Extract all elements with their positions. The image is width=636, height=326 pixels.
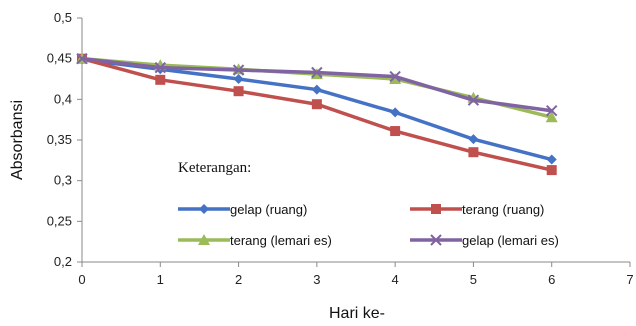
y-tick-label: 0,3 [54, 173, 72, 188]
data-point [233, 86, 244, 97]
y-axis-ticks: 0,2 0,25 0,3 0,35 0,4 0,45 0,5 [47, 10, 82, 269]
legend-label: gelap (lemari es) [462, 233, 559, 248]
axes [81, 18, 630, 263]
legend-marker [430, 234, 442, 246]
y-tick-label: 0,4 [54, 91, 72, 106]
x-tick-label: 5 [470, 272, 477, 287]
x-axis-label: Hari ke- [329, 305, 385, 322]
x-tick-label: 7 [626, 272, 633, 287]
series-layer [76, 52, 558, 176]
y-tick-label: 0,35 [47, 132, 72, 147]
data-point [390, 107, 401, 118]
x-tick-label: 4 [392, 272, 399, 287]
y-tick-label: 0,5 [54, 10, 72, 25]
x-tick-label: 0 [78, 272, 85, 287]
legend-label: terang (ruang) [462, 202, 544, 217]
legend: Keterangan: gelap (ruang) terang (ruang) t… [178, 160, 559, 248]
x-tick-label: 6 [548, 272, 555, 287]
data-point [311, 66, 323, 79]
legend-item: terang (ruang) [410, 202, 544, 217]
y-tick-label: 0,45 [47, 51, 72, 66]
y-tick-label: 0,25 [47, 213, 72, 228]
data-point [468, 147, 479, 158]
data-point [155, 74, 166, 85]
legend-title: Keterangan: [178, 160, 251, 176]
legend-item: gelap (ruang) [178, 202, 307, 217]
data-point [154, 61, 166, 74]
y-tick-label: 0,2 [54, 254, 72, 269]
data-point [389, 73, 402, 84]
data-point [233, 74, 244, 84]
data-point [311, 84, 322, 95]
data-point [546, 165, 557, 176]
legend-item: terang (lemari es) [178, 233, 332, 248]
data-point [390, 126, 401, 137]
y-axis-label: Absorbansi [9, 100, 26, 180]
data-point [389, 70, 401, 83]
x-tick-label: 3 [313, 272, 320, 287]
legend-marker [198, 234, 210, 245]
legend-item: gelap (lemari es) [410, 233, 559, 248]
data-point [467, 94, 480, 106]
series-4 [76, 52, 558, 117]
legend-marker [431, 204, 441, 214]
legend-label: gelap (ruang) [230, 202, 307, 217]
legend-label: terang (lemari es) [230, 233, 332, 248]
x-axis-ticks: 0 1 2 3 4 5 6 7 [78, 262, 634, 287]
data-point [76, 52, 88, 65]
data-point [232, 64, 245, 76]
legend-marker [199, 204, 209, 214]
data-point [546, 105, 558, 117]
data-point [545, 111, 558, 123]
data-point [546, 154, 557, 165]
data-point [311, 99, 322, 110]
x-tick-label: 1 [157, 272, 164, 287]
data-point [468, 134, 479, 145]
x-tick-label: 2 [235, 272, 242, 287]
